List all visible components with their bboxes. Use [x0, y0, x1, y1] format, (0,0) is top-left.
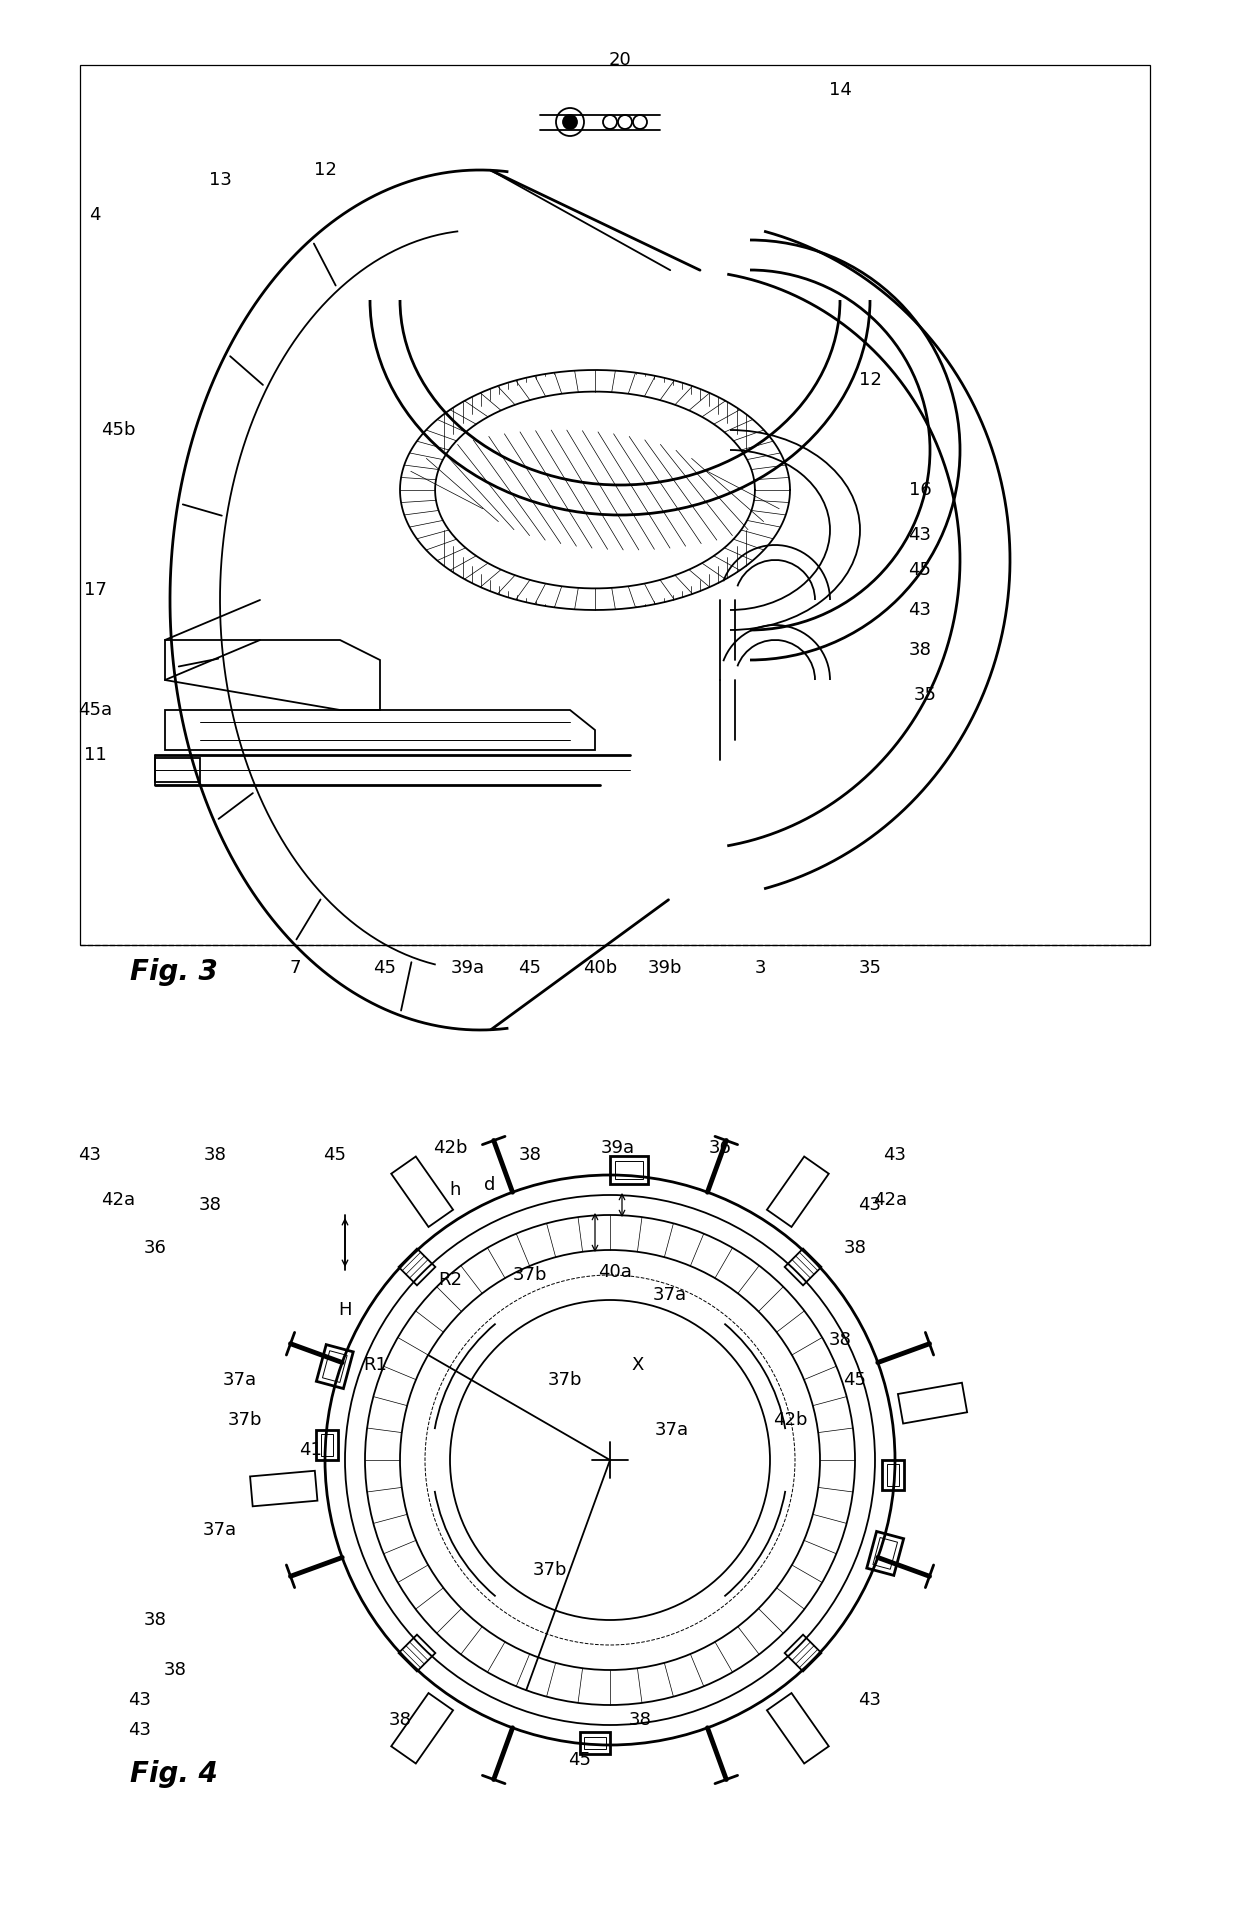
- Text: 45: 45: [909, 561, 931, 580]
- Text: 17: 17: [83, 582, 107, 599]
- Text: 40a: 40a: [598, 1263, 632, 1280]
- Text: 45: 45: [843, 1370, 867, 1390]
- Text: 43: 43: [909, 601, 931, 618]
- Text: 38: 38: [388, 1711, 412, 1728]
- Text: 20: 20: [609, 52, 631, 69]
- Text: 42b: 42b: [773, 1411, 807, 1430]
- Text: 38: 38: [144, 1612, 166, 1629]
- Text: 43: 43: [883, 1146, 906, 1164]
- Text: d: d: [485, 1175, 496, 1194]
- Text: h: h: [449, 1181, 461, 1198]
- Text: 45: 45: [568, 1751, 591, 1769]
- Text: 37b: 37b: [533, 1562, 567, 1579]
- Text: X: X: [632, 1355, 645, 1374]
- Text: R2: R2: [438, 1271, 463, 1288]
- Text: 43: 43: [129, 1721, 151, 1740]
- Text: H: H: [339, 1302, 352, 1319]
- Text: 43: 43: [858, 1196, 882, 1213]
- Text: 37b: 37b: [548, 1370, 583, 1390]
- Bar: [81, 65, 1149, 946]
- Text: 7: 7: [289, 959, 301, 976]
- Text: 38: 38: [909, 641, 931, 658]
- Text: 37b: 37b: [513, 1265, 547, 1284]
- Text: 37a: 37a: [655, 1420, 689, 1439]
- Text: 36: 36: [708, 1139, 732, 1156]
- Text: 39a: 39a: [601, 1139, 635, 1156]
- Text: 40b: 40b: [583, 959, 618, 976]
- Text: 42b: 42b: [433, 1139, 467, 1156]
- Text: 37a: 37a: [653, 1286, 687, 1303]
- Text: 38: 38: [164, 1661, 186, 1679]
- Text: 4: 4: [89, 207, 100, 224]
- Text: 45: 45: [324, 1146, 346, 1164]
- Text: 38: 38: [198, 1196, 222, 1213]
- Text: 12: 12: [314, 161, 336, 180]
- Text: 45a: 45a: [78, 701, 112, 720]
- Text: R1: R1: [363, 1355, 387, 1374]
- Text: 45b: 45b: [100, 421, 135, 438]
- Text: 3: 3: [754, 959, 766, 976]
- Text: 13: 13: [208, 170, 232, 189]
- Text: 45: 45: [373, 959, 397, 976]
- Text: Fig. 3: Fig. 3: [130, 959, 218, 986]
- Text: Fig. 4: Fig. 4: [130, 1761, 218, 1788]
- Text: 38: 38: [828, 1330, 852, 1349]
- Text: 37a: 37a: [203, 1522, 237, 1539]
- Text: 38: 38: [518, 1146, 542, 1164]
- Text: 11: 11: [83, 746, 107, 764]
- Text: 14: 14: [828, 80, 852, 100]
- Text: 35: 35: [858, 959, 882, 976]
- Text: 39a: 39a: [451, 959, 485, 976]
- Text: 35: 35: [914, 685, 936, 704]
- Text: 38: 38: [843, 1238, 867, 1257]
- Circle shape: [563, 115, 577, 128]
- Text: 41: 41: [299, 1441, 321, 1458]
- Text: 12: 12: [858, 371, 882, 389]
- Text: 42a: 42a: [100, 1191, 135, 1210]
- Text: 43: 43: [858, 1690, 882, 1709]
- Text: 42a: 42a: [873, 1191, 908, 1210]
- Text: 43: 43: [129, 1690, 151, 1709]
- Text: 16: 16: [909, 480, 931, 500]
- Text: 43: 43: [909, 526, 931, 544]
- Text: 38: 38: [203, 1146, 227, 1164]
- Text: 45: 45: [518, 959, 542, 976]
- Text: 37a: 37a: [223, 1370, 257, 1390]
- Text: 43: 43: [78, 1146, 102, 1164]
- Text: 36: 36: [144, 1238, 166, 1257]
- Text: 38: 38: [629, 1711, 651, 1728]
- Text: 37b: 37b: [228, 1411, 262, 1430]
- Text: 39b: 39b: [647, 959, 682, 976]
